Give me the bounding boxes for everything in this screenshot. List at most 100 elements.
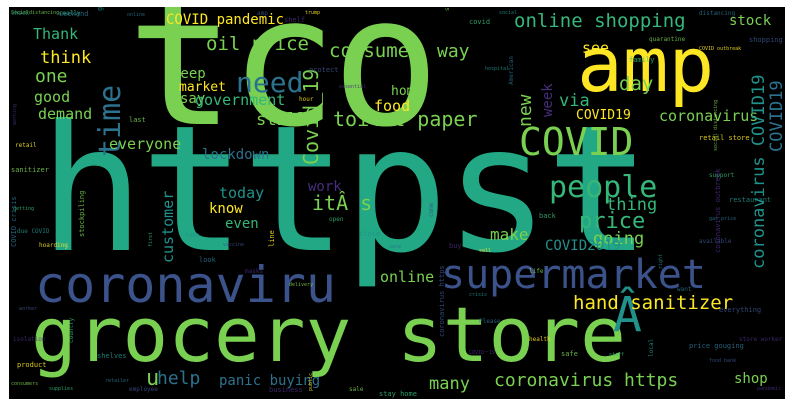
word-price: price [579,209,646,234]
word-grocery-store: grocery store [31,290,626,379]
word-say: say [180,91,206,107]
word-going: going [593,229,645,249]
word-new: new [515,94,536,127]
word-home: home [391,84,423,99]
word-coronavirus-covid19-vertical: coronavirus COVID19 [749,74,769,269]
word-keep: keep [172,66,206,82]
word-help: help [157,368,201,389]
small-word: safe [561,350,578,358]
word-know: know [209,201,243,217]
small-word: country [68,317,75,343]
small-word: Socialdistancing [11,10,60,16]
small-word: shopping online [749,36,785,44]
small-word: sale [349,386,364,393]
word-demand: demand [38,105,93,123]
small-word: life [529,268,544,275]
word-covid-pandemic: COVID pandemic [166,12,285,28]
word-covid: COVID [519,120,634,164]
word-everyone: everyone [109,135,182,153]
small-word: hour [299,96,314,103]
small-word: crisis [469,292,488,298]
small-word: public [308,372,314,391]
word-online-shopping: online shopping [514,10,686,32]
word-see: see [582,39,610,57]
small-word: supplies [49,386,74,392]
word-a-hat: Â [613,287,642,343]
small-word: price gouging [689,342,744,350]
word-customer: customer [159,190,177,263]
word-tco: tco [127,7,440,167]
small-word: hospital [485,66,510,72]
small-word: American [508,56,515,85]
small-word: social [499,10,518,16]
word-make: make [490,225,529,244]
word-many: many [429,374,470,394]
small-word: COVID outbreak [699,46,742,52]
small-word: pandemic [757,386,782,392]
word-via: via [559,91,590,111]
small-word: store worker [739,336,783,343]
small-word: support [709,172,735,179]
word-oil-price: oil price [206,33,309,55]
small-word: online [127,12,146,18]
small-word: open [329,216,344,223]
word-coronaviru: coronaviru [35,256,337,314]
small-word: hoarding [39,242,68,249]
word-covid19-vertical: COVID19 [767,80,785,152]
word-consumer: consumer [329,40,421,62]
small-word: gas price [709,216,737,222]
word-day: day [619,73,654,95]
small-word: COVIDー19 [469,350,496,356]
word-government: government [195,91,286,109]
small-word: vaccine [223,242,245,248]
small-word: consumers [11,381,39,387]
word-toilet-paper: toilet paper [333,107,478,131]
word-covid19: COVID19 [576,108,631,123]
word-one: one [35,66,68,87]
small-word: amp [257,10,268,17]
word-hand-sanitizer: hand sanitizer [573,292,734,314]
word-u: u [146,366,160,391]
word-market: market [179,80,226,95]
small-word: going [96,7,104,11]
small-word: retailer [105,378,130,384]
small-word: delivery [289,282,314,288]
small-word: weekend [59,10,89,18]
small-word: distancing [699,10,736,17]
small-word: product [17,361,47,369]
small-word: retail store [699,134,750,142]
small-word: look [199,256,216,264]
small-word: retail [15,142,37,149]
small-word: employee [129,386,158,393]
small-word: care [389,244,402,250]
small-word: sanitizer [11,166,49,174]
small-word: coronavirus https [438,265,446,337]
word-way: way [437,41,470,62]
small-word: last [129,116,146,124]
word-online: online [380,268,435,286]
small-word: shelf [284,16,306,24]
word-week: week [540,83,556,117]
small-word: trump [305,10,321,16]
small-word: local [648,338,655,357]
small-word: coronavirus outbreak [714,168,722,253]
word-stock: stock [729,13,772,29]
small-word: shelves [97,352,127,360]
small-word: essential [339,84,367,90]
small-word: getting [13,206,35,212]
small-word: working [12,103,18,125]
word-covid2019: COVID2019 [545,238,621,254]
word-its: itÂ s [312,191,373,215]
word-work: work [308,179,342,195]
small-word: health [529,336,551,343]
word-thing: thing [606,195,658,215]
small-word: really [59,10,81,17]
small-word: Please [479,318,501,325]
small-word: COVID crisis [10,196,18,247]
small-word: everything [719,306,762,314]
small-word: stockpiling [78,190,86,237]
small-word: family [629,56,655,64]
small-word: food bank [709,358,737,364]
small-word: right [658,253,664,269]
word-coronavirus: coronavirus [659,107,759,125]
